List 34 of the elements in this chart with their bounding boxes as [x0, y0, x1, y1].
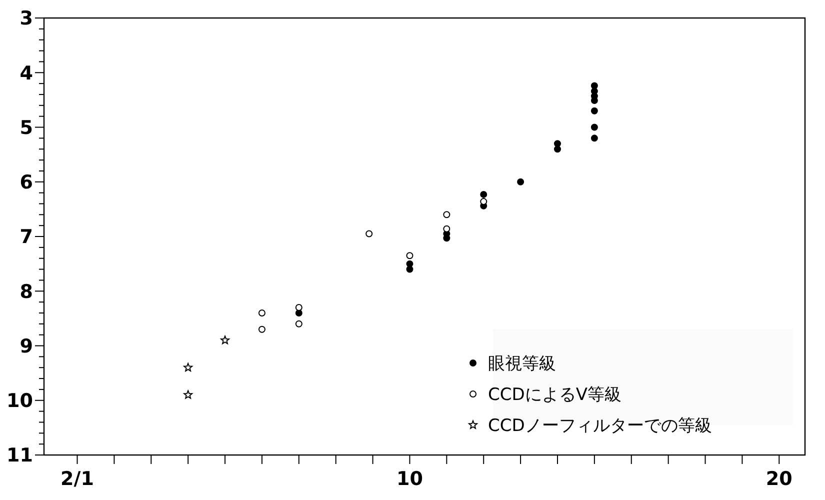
legend-label: CCDによるV等級 [488, 384, 622, 405]
point [443, 234, 450, 242]
y-tick-label: 8 [20, 280, 33, 303]
legend-label: 眼視等級 [488, 354, 556, 374]
point [258, 309, 266, 316]
point [366, 230, 373, 238]
y-tick-label: 11 [6, 444, 33, 467]
point [184, 390, 193, 399]
point [480, 190, 488, 198]
point [295, 320, 302, 328]
point [220, 336, 230, 344]
point [443, 225, 450, 232]
x-tick-label: 2/1 [60, 468, 94, 490]
point [517, 178, 524, 186]
point [590, 107, 598, 114]
point [406, 266, 414, 273]
y-tick-label: 9 [20, 335, 33, 358]
point [295, 304, 302, 312]
point [590, 124, 598, 131]
x-tick-label: 10 [396, 468, 423, 490]
point [184, 362, 193, 372]
y-tick-label: 4 [20, 62, 33, 84]
y-tick-label: 7 [20, 226, 33, 248]
y-tick-label: 6 [20, 172, 33, 194]
y-tick-label: 5 [20, 116, 33, 139]
point [590, 134, 598, 142]
x-tick-label: 20 [766, 468, 792, 490]
point [443, 211, 450, 218]
point [554, 146, 561, 153]
point [258, 326, 266, 333]
y-tick-label: 3 [20, 8, 33, 30]
legend-label: CCDノーフィルターでの等級 [488, 416, 712, 436]
point [406, 252, 414, 260]
y-tick-label: 10 [6, 390, 33, 412]
